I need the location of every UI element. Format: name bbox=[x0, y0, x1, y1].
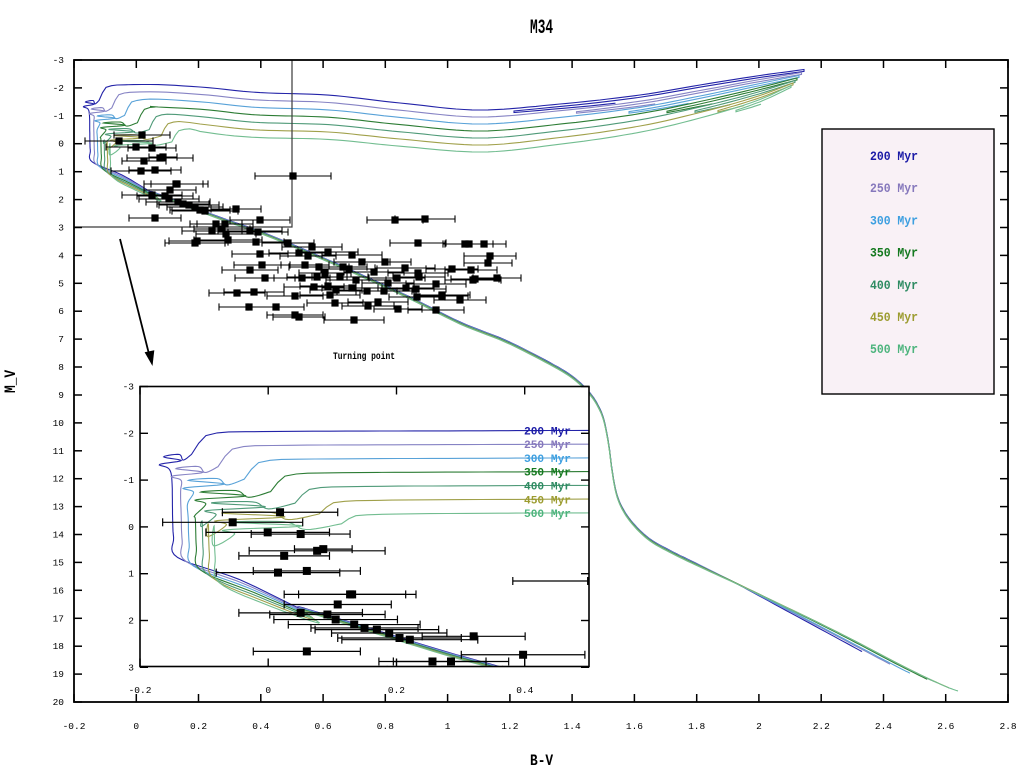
svg-text:0: 0 bbox=[133, 721, 139, 732]
svg-text:2: 2 bbox=[128, 616, 134, 627]
svg-text:-2: -2 bbox=[123, 428, 135, 439]
svg-text:200 Myr: 200 Myr bbox=[870, 150, 918, 164]
svg-text:250 Myr: 250 Myr bbox=[524, 440, 571, 452]
svg-text:-1: -1 bbox=[123, 475, 135, 486]
svg-text:-0.2: -0.2 bbox=[129, 685, 152, 696]
svg-text:500 Myr: 500 Myr bbox=[870, 343, 918, 357]
svg-text:350 Myr: 350 Myr bbox=[524, 468, 571, 480]
svg-text:2.2: 2.2 bbox=[813, 721, 830, 732]
svg-text:0.2: 0.2 bbox=[190, 721, 207, 732]
svg-text:2: 2 bbox=[756, 721, 762, 732]
svg-text:M_V: M_V bbox=[3, 369, 21, 393]
svg-text:15: 15 bbox=[53, 557, 65, 568]
svg-text:4: 4 bbox=[58, 250, 64, 261]
svg-text:0.2: 0.2 bbox=[388, 685, 405, 696]
svg-text:8: 8 bbox=[58, 362, 64, 373]
svg-text:1.2: 1.2 bbox=[501, 721, 518, 732]
svg-text:9: 9 bbox=[58, 390, 64, 401]
svg-text:1: 1 bbox=[128, 569, 134, 580]
svg-text:0: 0 bbox=[265, 685, 271, 696]
svg-text:-2: -2 bbox=[53, 83, 65, 94]
svg-text:300 Myr: 300 Myr bbox=[524, 454, 571, 466]
svg-text:1.8: 1.8 bbox=[688, 721, 705, 732]
svg-text:18: 18 bbox=[53, 641, 65, 652]
svg-text:1: 1 bbox=[445, 721, 451, 732]
svg-text:6: 6 bbox=[58, 306, 64, 317]
svg-text:450 Myr: 450 Myr bbox=[870, 311, 918, 325]
svg-text:3: 3 bbox=[58, 223, 64, 234]
svg-text:400 Myr: 400 Myr bbox=[870, 279, 918, 293]
svg-text:450 Myr: 450 Myr bbox=[524, 495, 571, 507]
svg-text:-3: -3 bbox=[53, 55, 65, 66]
svg-text:0.8: 0.8 bbox=[377, 721, 394, 732]
svg-text:11: 11 bbox=[53, 446, 65, 457]
svg-text:12: 12 bbox=[53, 474, 65, 485]
svg-text:Turning point: Turning point bbox=[333, 351, 395, 363]
svg-text:-0.2: -0.2 bbox=[63, 721, 86, 732]
svg-text:0.4: 0.4 bbox=[516, 685, 533, 696]
svg-text:7: 7 bbox=[58, 334, 64, 345]
svg-text:0: 0 bbox=[128, 522, 134, 533]
svg-text:200 Myr: 200 Myr bbox=[524, 426, 571, 438]
svg-text:300 Myr: 300 Myr bbox=[870, 214, 918, 228]
svg-text:10: 10 bbox=[53, 418, 65, 429]
svg-text:5: 5 bbox=[58, 278, 64, 289]
svg-text:250 Myr: 250 Myr bbox=[870, 182, 918, 196]
svg-text:19: 19 bbox=[53, 669, 65, 680]
svg-text:500 Myr: 500 Myr bbox=[524, 509, 571, 521]
svg-text:-1: -1 bbox=[53, 111, 65, 122]
svg-text:1.6: 1.6 bbox=[626, 721, 643, 732]
svg-text:1: 1 bbox=[58, 167, 64, 178]
svg-text:-3: -3 bbox=[123, 382, 135, 393]
svg-text:0.6: 0.6 bbox=[315, 721, 332, 732]
svg-text:20: 20 bbox=[53, 697, 65, 708]
svg-text:13: 13 bbox=[53, 502, 65, 513]
svg-text:0.4: 0.4 bbox=[252, 721, 269, 732]
svg-text:2: 2 bbox=[58, 195, 64, 206]
svg-text:0: 0 bbox=[58, 139, 64, 150]
svg-text:M34: M34 bbox=[530, 18, 553, 40]
svg-text:400 Myr: 400 Myr bbox=[524, 482, 571, 494]
svg-text:3: 3 bbox=[128, 662, 134, 673]
svg-text:14: 14 bbox=[53, 530, 65, 541]
svg-text:1.4: 1.4 bbox=[564, 721, 581, 732]
svg-text:2.4: 2.4 bbox=[875, 721, 892, 732]
svg-text:350 Myr: 350 Myr bbox=[870, 247, 918, 261]
svg-text:B-V: B-V bbox=[530, 753, 554, 771]
svg-text:2.8: 2.8 bbox=[1000, 721, 1017, 732]
svg-text:17: 17 bbox=[53, 613, 64, 624]
svg-text:2.6: 2.6 bbox=[937, 721, 954, 732]
svg-text:16: 16 bbox=[53, 585, 65, 596]
